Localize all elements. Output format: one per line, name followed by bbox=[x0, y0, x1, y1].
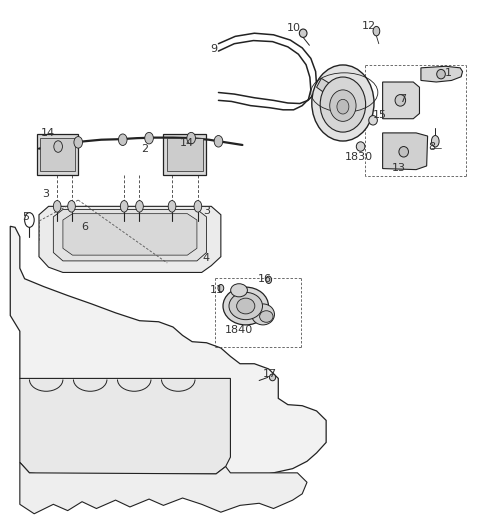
Text: 14: 14 bbox=[40, 128, 55, 138]
Text: 9: 9 bbox=[210, 44, 217, 54]
Text: 1830: 1830 bbox=[345, 152, 373, 162]
Polygon shape bbox=[383, 82, 420, 119]
Text: 1: 1 bbox=[444, 68, 452, 78]
Polygon shape bbox=[421, 66, 463, 82]
Ellipse shape bbox=[53, 200, 61, 212]
Ellipse shape bbox=[214, 136, 223, 147]
Ellipse shape bbox=[68, 200, 75, 212]
Text: 16: 16 bbox=[258, 274, 272, 284]
Polygon shape bbox=[383, 133, 428, 169]
Text: 5: 5 bbox=[22, 212, 29, 222]
Ellipse shape bbox=[395, 95, 406, 106]
Ellipse shape bbox=[356, 142, 365, 151]
Text: 11: 11 bbox=[210, 285, 224, 295]
Text: 6: 6 bbox=[81, 222, 88, 232]
Text: 12: 12 bbox=[362, 21, 376, 31]
Polygon shape bbox=[167, 138, 203, 171]
Text: 2: 2 bbox=[141, 144, 148, 154]
Text: 1840: 1840 bbox=[225, 325, 253, 335]
Ellipse shape bbox=[237, 298, 255, 314]
Ellipse shape bbox=[74, 137, 83, 148]
Polygon shape bbox=[20, 462, 307, 514]
Ellipse shape bbox=[266, 276, 272, 284]
Text: 3: 3 bbox=[203, 206, 210, 216]
Ellipse shape bbox=[437, 69, 445, 79]
Ellipse shape bbox=[320, 77, 366, 132]
Polygon shape bbox=[53, 209, 206, 261]
Text: 8: 8 bbox=[428, 141, 435, 151]
Text: 10: 10 bbox=[287, 23, 300, 33]
Text: 14: 14 bbox=[180, 138, 194, 148]
Polygon shape bbox=[10, 226, 326, 494]
Ellipse shape bbox=[432, 136, 439, 147]
Text: 7: 7 bbox=[399, 94, 406, 104]
Ellipse shape bbox=[337, 99, 349, 114]
Ellipse shape bbox=[136, 200, 144, 212]
Ellipse shape bbox=[373, 26, 380, 36]
Ellipse shape bbox=[300, 29, 307, 37]
Polygon shape bbox=[163, 135, 206, 175]
Ellipse shape bbox=[120, 200, 128, 212]
Ellipse shape bbox=[231, 284, 247, 297]
Text: 17: 17 bbox=[263, 369, 277, 379]
Polygon shape bbox=[39, 206, 221, 272]
Ellipse shape bbox=[218, 285, 224, 292]
Text: 3: 3 bbox=[43, 189, 49, 199]
Text: 15: 15 bbox=[373, 110, 387, 120]
Ellipse shape bbox=[168, 200, 176, 212]
Polygon shape bbox=[317, 78, 333, 94]
Text: 13: 13 bbox=[392, 163, 406, 173]
Polygon shape bbox=[36, 135, 78, 175]
Ellipse shape bbox=[223, 287, 268, 325]
Polygon shape bbox=[20, 378, 230, 474]
Ellipse shape bbox=[312, 65, 374, 141]
Ellipse shape bbox=[119, 134, 127, 146]
Ellipse shape bbox=[269, 374, 276, 381]
Ellipse shape bbox=[194, 200, 202, 212]
Text: 4: 4 bbox=[203, 253, 210, 263]
Ellipse shape bbox=[145, 133, 154, 144]
Polygon shape bbox=[63, 214, 197, 255]
Ellipse shape bbox=[229, 292, 263, 320]
Ellipse shape bbox=[330, 90, 356, 122]
Ellipse shape bbox=[187, 133, 195, 144]
Ellipse shape bbox=[54, 141, 62, 153]
Ellipse shape bbox=[399, 147, 408, 157]
Ellipse shape bbox=[369, 116, 377, 125]
Ellipse shape bbox=[260, 311, 273, 322]
Polygon shape bbox=[40, 138, 75, 171]
Ellipse shape bbox=[252, 304, 275, 325]
